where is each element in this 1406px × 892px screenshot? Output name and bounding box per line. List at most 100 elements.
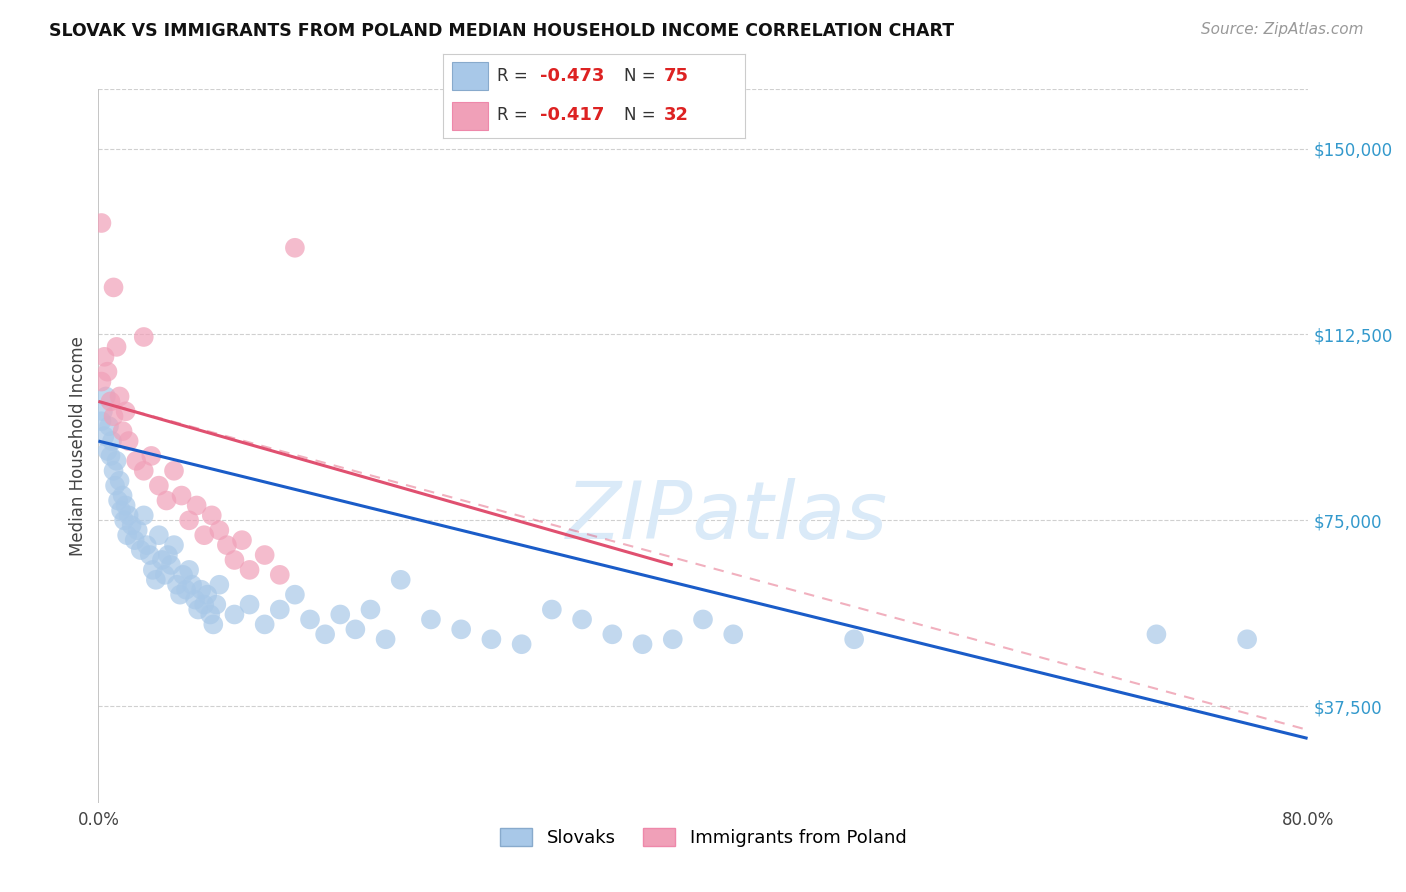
Point xyxy=(692,612,714,626)
Point xyxy=(186,499,208,513)
Bar xyxy=(451,62,488,90)
Point xyxy=(115,528,138,542)
Point xyxy=(114,499,136,513)
Point xyxy=(108,474,131,488)
Point xyxy=(215,538,238,552)
Point xyxy=(193,528,215,542)
Point xyxy=(200,607,222,622)
Point xyxy=(239,563,262,577)
Text: 75: 75 xyxy=(664,67,689,85)
Point xyxy=(420,612,443,626)
Point xyxy=(239,598,262,612)
Point xyxy=(145,573,167,587)
Point xyxy=(169,588,191,602)
Point xyxy=(114,404,136,418)
Point xyxy=(205,598,228,612)
Point xyxy=(104,478,127,492)
Point xyxy=(112,513,135,527)
Bar xyxy=(451,102,488,130)
Point xyxy=(103,409,125,424)
Point xyxy=(121,518,143,533)
Point xyxy=(105,454,128,468)
Point xyxy=(181,578,204,592)
Point xyxy=(105,340,128,354)
Point xyxy=(142,563,165,577)
Text: SLOVAK VS IMMIGRANTS FROM POLAND MEDIAN HOUSEHOLD INCOME CORRELATION CHART: SLOVAK VS IMMIGRANTS FROM POLAND MEDIAN … xyxy=(49,22,955,40)
Point xyxy=(98,419,121,434)
Point xyxy=(269,567,291,582)
Point xyxy=(179,513,201,527)
Point xyxy=(284,588,307,602)
Point xyxy=(148,528,170,542)
Point xyxy=(344,623,367,637)
Point xyxy=(481,632,503,647)
Point xyxy=(269,602,291,616)
Text: R =: R = xyxy=(498,106,533,124)
Point xyxy=(100,394,122,409)
Text: 32: 32 xyxy=(664,106,689,124)
Point xyxy=(193,598,215,612)
Point xyxy=(118,508,141,523)
Point xyxy=(125,454,148,468)
Point xyxy=(150,553,173,567)
Point xyxy=(132,330,155,344)
Point xyxy=(135,538,157,552)
Point xyxy=(284,241,307,255)
Point xyxy=(202,617,225,632)
Point xyxy=(93,429,115,443)
Point xyxy=(187,602,209,616)
Point xyxy=(96,365,118,379)
Point xyxy=(208,578,231,592)
Point xyxy=(118,434,141,448)
Point xyxy=(163,464,186,478)
Point xyxy=(571,612,593,626)
Point xyxy=(90,375,112,389)
Point xyxy=(111,489,134,503)
Point xyxy=(201,508,224,523)
Point xyxy=(100,449,122,463)
Text: N =: N = xyxy=(624,106,661,124)
Point xyxy=(148,478,170,492)
Point xyxy=(127,523,149,537)
Legend: Slovaks, Immigrants from Poland: Slovaks, Immigrants from Poland xyxy=(492,822,914,855)
Point xyxy=(602,627,624,641)
Point xyxy=(163,538,186,552)
Text: -0.473: -0.473 xyxy=(540,67,605,85)
Point xyxy=(723,627,745,641)
Point xyxy=(450,623,472,637)
Point xyxy=(156,548,179,562)
Point xyxy=(510,637,533,651)
Text: R =: R = xyxy=(498,67,533,85)
Point xyxy=(132,508,155,523)
Point xyxy=(195,588,218,602)
Point xyxy=(253,548,276,562)
Text: ZIPatlas: ZIPatlas xyxy=(567,478,889,557)
Point xyxy=(153,567,176,582)
Point xyxy=(231,533,253,548)
Point xyxy=(155,493,177,508)
Point xyxy=(329,607,352,622)
Point xyxy=(190,582,212,597)
Point xyxy=(90,414,112,428)
Point xyxy=(844,632,866,647)
Point xyxy=(208,523,231,537)
Point xyxy=(103,464,125,478)
Point xyxy=(179,563,201,577)
Point xyxy=(110,503,132,517)
Point xyxy=(94,389,117,403)
Text: N =: N = xyxy=(624,67,661,85)
Point xyxy=(172,567,194,582)
Point xyxy=(224,553,246,567)
Point xyxy=(160,558,183,572)
Point xyxy=(224,607,246,622)
Point xyxy=(91,404,114,418)
Point xyxy=(111,424,134,438)
Point xyxy=(174,582,197,597)
Point xyxy=(389,573,412,587)
Text: -0.417: -0.417 xyxy=(540,106,605,124)
Point xyxy=(124,533,146,548)
Point xyxy=(374,632,396,647)
Point xyxy=(1144,627,1167,641)
Point xyxy=(1236,632,1258,647)
Point xyxy=(540,602,562,616)
